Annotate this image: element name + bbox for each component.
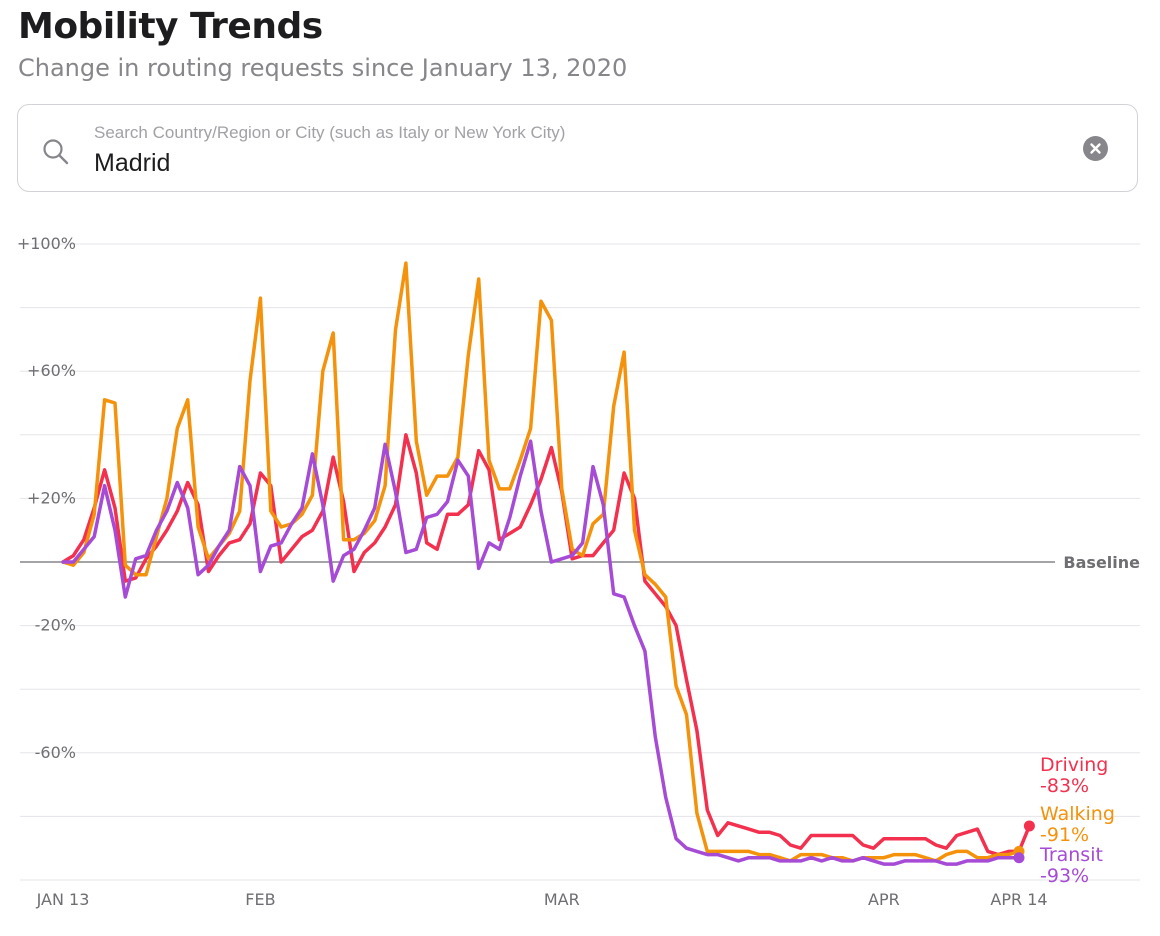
page-title: Mobility Trends (18, 6, 323, 47)
series-labels: Driving-83% Walking-91%Transit-93% (1039, 754, 1115, 887)
x-tick-label: APR (868, 890, 900, 909)
series-name-walking: Walking (1040, 803, 1115, 825)
search-placeholder: Search Country/Region or City (such as I… (94, 123, 566, 142)
series-name-driving: Driving (1040, 754, 1108, 776)
series-value-transit: -93% (1040, 865, 1089, 887)
series-line-driving (61, 433, 1032, 857)
x-axis-ticks: JAN 13 FEB MAR APR APR 14 (36, 890, 1048, 909)
x-tick-label: FEB (245, 890, 275, 909)
clear-search-button[interactable] (1083, 136, 1108, 161)
x-tick-label: APR 14 (990, 890, 1047, 909)
y-tick-label: -60% (35, 743, 76, 762)
x-tick-label: JAN 13 (36, 890, 90, 909)
search-input[interactable]: Madrid (94, 149, 171, 177)
chart-series (61, 261, 1035, 866)
series-line-transit (61, 439, 1021, 866)
series-end-dot-driving (1023, 820, 1035, 832)
chart-gridlines (20, 243, 1140, 881)
clear-icon (1090, 143, 1101, 154)
series-end-dot-transit (1013, 852, 1025, 864)
y-axis-ticks: +100% +60% +20% -20% -60% (17, 234, 76, 762)
y-tick-label: -20% (35, 616, 76, 635)
series-value-driving: -83% (1040, 775, 1089, 797)
y-tick-label: +100% (17, 234, 76, 253)
x-tick-label: MAR (544, 890, 580, 909)
y-tick-label: +60% (27, 361, 76, 380)
page-subtitle: Change in routing requests since January… (18, 54, 628, 82)
series-value-walking: -91% (1040, 824, 1089, 846)
y-tick-label: +20% (27, 488, 76, 507)
series-name-transit: Transit (1039, 844, 1103, 866)
search-icon (43, 139, 69, 165)
search-field[interactable]: Search Country/Region or City (such as I… (17, 104, 1138, 192)
baseline-label: Baseline (1063, 553, 1140, 572)
